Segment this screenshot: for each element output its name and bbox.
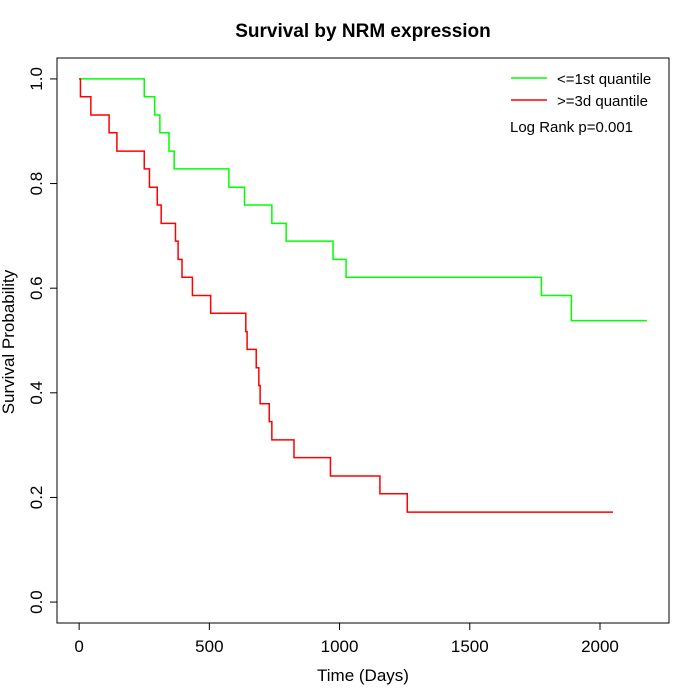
x-tick-label: 1000 <box>321 637 359 656</box>
x-tick-label: 2000 <box>581 637 619 656</box>
legend: <=1st quantile >=3d quantile <box>511 71 651 110</box>
series-line-high-quantile <box>79 78 614 513</box>
series-line-low-quantile <box>79 78 647 322</box>
legend-label-low-quantile: <=1st quantile <box>557 71 651 88</box>
y-tick-label: 0.4 <box>27 381 46 405</box>
x-tick-label: 1500 <box>451 637 489 656</box>
x-tick-label: 0 <box>74 637 83 656</box>
series-layer <box>79 78 647 513</box>
y-tick-label: 0.2 <box>27 486 46 510</box>
y-tick-label: 0.6 <box>27 276 46 300</box>
chart-title: Survival by NRM expression <box>235 21 491 42</box>
x-tick-label: 500 <box>195 637 223 656</box>
y-tick-label: 1.0 <box>27 67 46 91</box>
y-axis-title: Survival Probability <box>0 269 18 414</box>
y-tick-label: 0.0 <box>27 590 46 614</box>
y-tick-label: 0.8 <box>27 172 46 196</box>
log-rank-annotation: Log Rank p=0.001 <box>510 119 633 136</box>
legend-label-high-quantile: >=3d quantile <box>557 93 648 110</box>
x-axis: 0 500 1000 1500 2000 <box>74 622 619 656</box>
y-axis: 0.0 0.2 0.4 0.6 0.8 1.0 <box>27 67 58 614</box>
x-axis-title: Time (Days) <box>317 666 409 685</box>
